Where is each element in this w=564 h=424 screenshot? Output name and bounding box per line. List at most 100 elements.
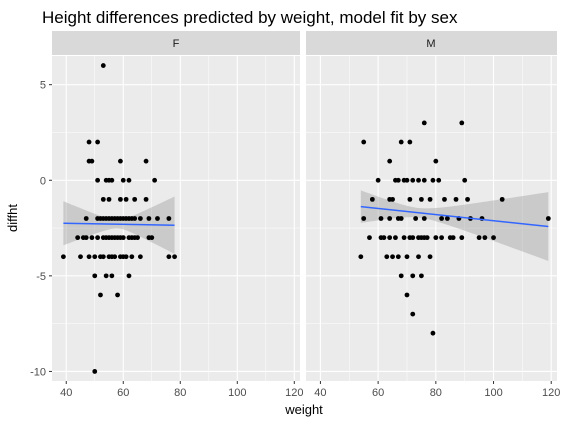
data-point-m — [407, 139, 413, 145]
x-axis-title: weight — [284, 402, 323, 417]
x-tick-label-m: 40 — [314, 387, 326, 399]
data-point-m — [407, 196, 413, 202]
data-point-f — [106, 196, 112, 202]
data-point-f — [172, 254, 177, 260]
data-point-m — [433, 158, 439, 164]
x-tick-label-f: 120 — [285, 387, 303, 399]
data-point-f — [92, 273, 98, 279]
data-point-m — [395, 254, 401, 260]
data-point-m — [387, 158, 393, 164]
data-point-m — [453, 196, 459, 202]
panel-f: F — [52, 31, 300, 381]
data-point-m — [410, 177, 416, 183]
data-point-m — [427, 254, 433, 260]
data-point-f — [132, 216, 138, 221]
panel-m: M — [306, 31, 557, 381]
data-point-f — [83, 216, 89, 221]
data-point-m — [462, 177, 468, 183]
data-point-m — [369, 196, 375, 202]
data-point-f — [123, 196, 129, 202]
data-point-f — [115, 292, 120, 298]
panel-f-confidence-band — [63, 196, 175, 254]
data-point-f — [126, 273, 132, 279]
data-point-f — [120, 235, 126, 241]
data-point-m — [430, 330, 436, 336]
confidence-band-m — [360, 190, 549, 261]
data-point-m — [482, 235, 488, 241]
data-point-f — [95, 235, 101, 241]
data-point-m — [545, 216, 551, 221]
strip-f-label: F — [173, 38, 180, 50]
data-point-f — [152, 177, 158, 183]
x-tick-label-m: 120 — [542, 387, 560, 399]
x-tick-label-f: 60 — [117, 387, 129, 399]
y-tick-label: 5 — [40, 80, 46, 92]
data-point-m — [427, 196, 433, 202]
fit-line-f — [63, 222, 175, 226]
data-point-f — [137, 216, 143, 221]
data-point-m — [404, 254, 410, 260]
data-point-f — [83, 235, 89, 241]
data-point-m — [410, 235, 416, 241]
panel-m-confidence-band — [360, 190, 549, 261]
data-point-m — [416, 177, 421, 183]
data-point-m — [450, 235, 456, 241]
data-point-m — [416, 254, 421, 260]
data-point-m — [398, 273, 404, 279]
data-point-f — [126, 177, 132, 183]
data-point-f — [95, 139, 101, 145]
strip-m-background — [306, 31, 557, 55]
chart-title: Height differences predicted by weight, … — [42, 8, 458, 27]
data-point-f — [98, 292, 103, 298]
data-point-m — [442, 196, 447, 202]
x-tick-label-m: 80 — [430, 387, 442, 399]
data-point-m — [419, 196, 424, 202]
data-point-f — [86, 139, 92, 145]
confidence-band-f — [63, 196, 175, 254]
data-point-f — [143, 158, 149, 164]
data-point-m — [387, 235, 393, 241]
data-point-m — [361, 216, 367, 221]
data-point-m — [499, 196, 505, 202]
panel-m-gridlines — [306, 56, 557, 381]
data-point-f — [95, 177, 101, 183]
data-point-m — [459, 120, 465, 126]
panel-f-points — [61, 63, 177, 374]
data-point-f — [100, 254, 106, 260]
data-point-m — [421, 120, 427, 126]
data-point-m — [401, 235, 407, 241]
data-point-f — [100, 63, 106, 68]
data-point-f — [135, 235, 140, 241]
data-point-f — [166, 254, 172, 260]
data-point-f — [78, 254, 83, 260]
data-point-f — [100, 196, 106, 202]
data-point-f — [149, 235, 155, 241]
panel-f-fit-line — [63, 222, 175, 226]
data-point-f — [132, 196, 138, 202]
data-point-f — [112, 254, 118, 260]
data-point-m — [395, 177, 401, 183]
data-point-m — [424, 235, 430, 241]
data-point-m — [358, 254, 364, 260]
data-point-m — [404, 177, 410, 183]
data-point-m — [410, 311, 416, 317]
data-point-m — [398, 216, 404, 221]
data-point-m — [404, 292, 410, 298]
data-point-m — [375, 177, 381, 183]
data-point-m — [410, 273, 416, 279]
data-point-f — [143, 196, 149, 202]
data-point-f — [61, 254, 66, 260]
x-tick-label-m: 100 — [484, 387, 502, 399]
data-point-f — [109, 273, 115, 279]
data-point-m — [378, 216, 384, 221]
data-point-f — [146, 216, 152, 221]
data-point-f — [166, 216, 172, 221]
data-point-m — [367, 235, 372, 241]
data-point-f — [75, 235, 81, 241]
data-point-f — [92, 369, 98, 374]
data-point-f — [86, 254, 92, 260]
panel-m-fit-line — [360, 205, 549, 228]
data-point-f — [109, 177, 115, 183]
data-point-f — [103, 273, 109, 279]
data-point-m — [439, 216, 444, 221]
